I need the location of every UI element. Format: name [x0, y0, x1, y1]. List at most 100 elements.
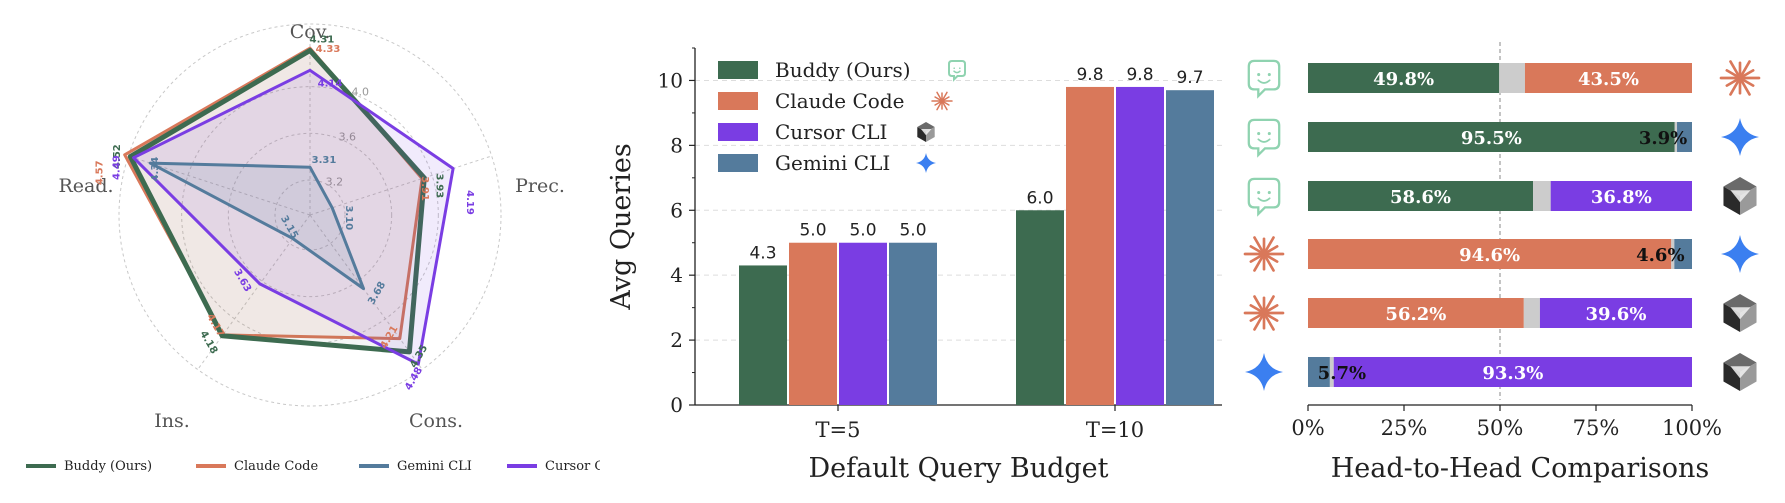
h2h-right-value: 36.8% [1591, 187, 1652, 208]
radar-ring-label: 4.0 [351, 86, 369, 99]
bar-value-label: 9.8 [1076, 65, 1103, 85]
radar-value-label-claude: 4.57 [95, 160, 106, 185]
bar-buddy [1016, 210, 1064, 405]
buddy-eye [953, 67, 955, 69]
gemini-star [1721, 118, 1759, 156]
radar-grid-ring [181, 86, 439, 344]
radar-outer-ring [118, 23, 502, 407]
claude-ray [941, 91, 948, 102]
buddy-smile [1257, 79, 1271, 84]
radar-value-label-gemini: 4.34 [150, 157, 161, 182]
bar-value-label: 4.3 [749, 243, 776, 263]
bar-gemini [1166, 90, 1214, 405]
claude-ray [1253, 236, 1266, 256]
radar-legend-label-gemini: Gemini CLI [397, 459, 472, 474]
bar-legend-label-claude: Claude Code [775, 89, 904, 113]
y-axis-title: Avg Queries [606, 143, 637, 310]
h2h-right-bar-cursor [1333, 357, 1692, 387]
radar-spoke [309, 155, 492, 216]
cursor-cube-icon [1723, 177, 1757, 215]
buddy-eye [1257, 132, 1261, 136]
gemini-star-icon [1721, 118, 1759, 156]
cube-highlight [1730, 307, 1751, 320]
h2h-right-bar-cursor [1539, 298, 1692, 328]
buddy-eye [1267, 191, 1271, 195]
bar-gemini [889, 242, 937, 405]
radar-spoke [309, 214, 423, 370]
x-tick-label: T=10 [1086, 418, 1144, 442]
radar-series-cursor [132, 68, 455, 366]
claude-ray [1253, 295, 1266, 315]
x-axis-title: Default Query Budget [808, 453, 1108, 484]
radar-legend-label-buddy: Buddy (Ours) [64, 459, 152, 474]
radar-axis-label: Read. [58, 175, 113, 197]
claude-ray [1253, 311, 1266, 331]
radar-value-label-claude: 3.91 [419, 176, 430, 201]
h2h-tie-bar [1674, 122, 1678, 152]
radar-series-buddy [127, 48, 427, 355]
claude-ray [1262, 252, 1275, 272]
cube-highlight [1730, 190, 1751, 203]
radar-value-label-cursor: 4.19 [464, 190, 475, 215]
cursor-cube-icon [1723, 353, 1757, 391]
gemini-star [1245, 353, 1283, 391]
h2h-right-value: 43.5% [1578, 69, 1639, 90]
claude-ray [1262, 311, 1275, 331]
buddy-outline [1247, 59, 1281, 99]
radar-series-gemini [148, 161, 365, 291]
h2h-left-bar-buddy [1308, 63, 1500, 93]
buddy-outline [1247, 177, 1281, 217]
buddy-eye [1257, 191, 1261, 195]
h2h-right-bar-cursor [1550, 181, 1692, 211]
buddy-eye [959, 67, 961, 69]
y-tick-label: 0 [670, 393, 683, 417]
radar-ring-label: 3.6 [339, 131, 357, 144]
claude-ray [1262, 236, 1275, 256]
h2h-right-value: 93.3% [1482, 363, 1543, 384]
claude-ray [936, 100, 943, 111]
bar-legend-swatch-gemini [718, 154, 758, 172]
cursor-cube-icon [1723, 294, 1757, 332]
radar-value-label-claude: 4.33 [316, 44, 341, 55]
bar-cursor [1116, 86, 1164, 405]
h2h-right-bar-gemini [1677, 122, 1692, 152]
h2h-tie-bar [1671, 239, 1675, 269]
bar-claude [789, 242, 837, 405]
radar-chart: 3.2 3.6 4.0 Cov. Prec. Cons. Ins. Read. 4.31 3.93… [26, 21, 600, 474]
buddy-smile-icon [1247, 118, 1281, 158]
claude-ray [1738, 76, 1751, 96]
radar-legend-label-cursor: Cursor CLI [545, 459, 600, 474]
cursor-cube-icon [917, 122, 935, 142]
h2h-x-tick-label: 50% [1477, 416, 1524, 440]
y-tick-label: 10 [658, 68, 683, 92]
buddy-smile-icon [1247, 177, 1281, 217]
h2h-left-value: 56.2% [1385, 304, 1446, 325]
buddy-smile [953, 70, 961, 74]
claude-ray [1262, 295, 1275, 315]
bar-value-label: 6.0 [1026, 188, 1053, 208]
radar-axis-label: Cons. [409, 410, 463, 432]
gemini-star-icon [1721, 235, 1759, 273]
h2h-x-axis-title: Head-to-Head Comparisons [1331, 453, 1710, 484]
claude-asterisk-icon [1243, 236, 1285, 272]
h2h-left-bar-buddy [1308, 122, 1675, 152]
cube-top [1723, 294, 1757, 313]
bar-value-label: 9.8 [1126, 65, 1153, 85]
buddy-outline [948, 60, 966, 82]
bar-buddy [739, 265, 787, 405]
h2h-right-value: 3.9% [1639, 128, 1687, 149]
y-tick-label: 8 [670, 133, 683, 157]
buddy-smile [1257, 197, 1271, 202]
gemini-star [916, 153, 936, 173]
radar-value-label-buddy: 3.93 [433, 174, 444, 199]
buddy-smile [1257, 138, 1271, 143]
h2h-right-bar-gemini [1674, 239, 1692, 269]
cube-top [1723, 177, 1757, 196]
h2h-left-bar-buddy [1308, 181, 1534, 211]
claude-asterisk-icon [1243, 295, 1285, 331]
bar-legend-label-buddy: Buddy (Ours) [775, 58, 911, 82]
bar-cursor [839, 242, 887, 405]
claude-ray [1738, 60, 1751, 80]
claude-ray [1729, 60, 1742, 80]
bar-value-label: 9.7 [1176, 68, 1203, 88]
